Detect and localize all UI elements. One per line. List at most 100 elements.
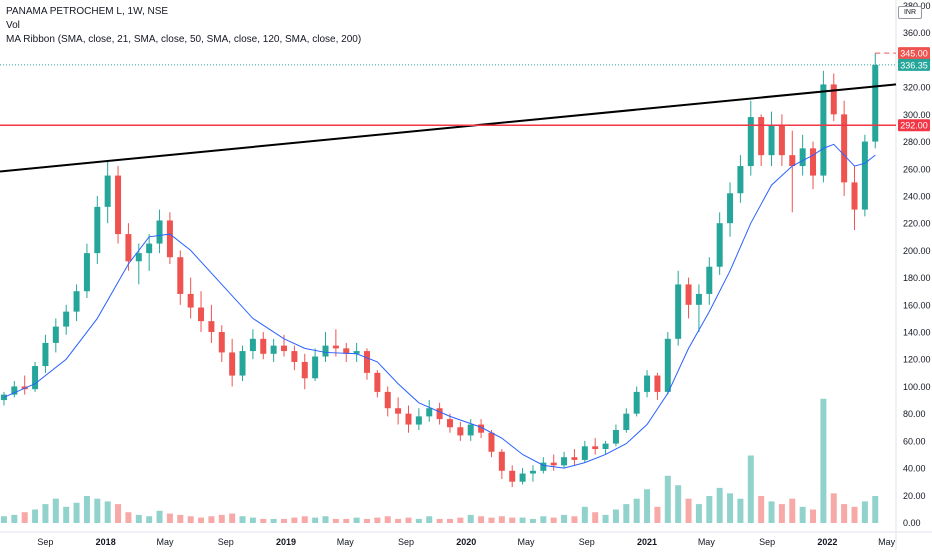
candle-body [758, 117, 765, 156]
volume-bar [602, 514, 609, 523]
candle-body [623, 413, 630, 430]
volume-bar [166, 513, 173, 523]
candle [11, 381, 18, 398]
candle-body [239, 351, 246, 376]
volume-bar [446, 518, 453, 523]
candle [115, 166, 122, 244]
volume-bar [415, 518, 422, 523]
candle [820, 70, 827, 183]
volume-bar [861, 501, 868, 523]
volume-bar [281, 518, 288, 523]
candle-body [446, 419, 453, 428]
volume-bar [146, 516, 153, 523]
volume-bar [789, 498, 796, 523]
candle [550, 454, 557, 471]
candle-body [42, 342, 49, 367]
candle [488, 429, 495, 458]
candle-body [405, 413, 412, 425]
volume-bar [301, 516, 308, 523]
candle [384, 386, 391, 417]
candle [841, 100, 848, 196]
candle-body [799, 148, 806, 167]
candle [509, 465, 516, 488]
y-tick-label: 260.00 [903, 164, 931, 174]
candle [239, 345, 246, 382]
x-tick-label: Sep [398, 537, 414, 547]
candle-body [540, 462, 547, 471]
y-tick-label: 320.00 [903, 83, 931, 93]
volume-bar [820, 398, 827, 523]
x-tick-label: May [518, 537, 536, 547]
candle [198, 291, 205, 333]
candle [810, 141, 817, 190]
volume-bar [727, 493, 734, 523]
volume-bar [810, 509, 817, 523]
candle-body [115, 175, 122, 235]
volume-bar [561, 514, 568, 523]
candle-body [644, 375, 651, 392]
candle [861, 134, 868, 217]
candle [768, 111, 775, 167]
price-label-box [898, 58, 930, 71]
candle-body [695, 293, 702, 305]
price-label: 345.00 [900, 49, 928, 59]
candle-body [353, 351, 360, 354]
chart-legend: PANAMA PETROCHEM L, 1W, NSE Vol MA Ribbo… [6, 5, 361, 47]
volume-bar [353, 517, 360, 523]
x-tick-label: May [156, 537, 174, 547]
candle [249, 329, 256, 360]
volume-bar [177, 514, 184, 523]
candle-body [529, 470, 536, 474]
volume-bar [218, 514, 225, 523]
volume-bar [198, 517, 205, 523]
candle [529, 465, 536, 482]
candle-body [63, 311, 70, 327]
y-tick-label: 0.00 [903, 518, 921, 528]
volume-bar [249, 517, 256, 523]
volume-bar [457, 517, 464, 523]
candle [395, 397, 402, 425]
candle-body [830, 84, 837, 115]
candle-body [675, 284, 682, 339]
candle [633, 386, 640, 417]
volume-bar [239, 516, 246, 523]
candle-body [488, 432, 495, 452]
price-label-box [898, 47, 930, 60]
x-tick-label: 2022 [817, 537, 837, 547]
candle-body [519, 473, 526, 482]
candle [654, 372, 661, 401]
y-tick-label: 160.00 [903, 300, 931, 310]
x-tick-label: May [698, 537, 716, 547]
candle [716, 212, 723, 275]
volume-bar [125, 512, 132, 523]
candle [63, 304, 70, 335]
candle [343, 342, 350, 362]
y-tick-label: 280.00 [903, 137, 931, 147]
candle [125, 223, 132, 271]
candle-body [592, 446, 599, 450]
volume-bar [851, 506, 858, 523]
volume-bar [768, 501, 775, 523]
currency-badge[interactable]: INR [898, 6, 922, 19]
legend-volume[interactable]: Vol [6, 20, 20, 31]
candle [426, 400, 433, 422]
candle [177, 250, 184, 305]
volume-bar [529, 518, 536, 523]
volume-bar [778, 504, 785, 523]
legend-ma-ribbon[interactable]: MA Ribbon (SMA, close, 21, SMA, close, 5… [6, 34, 362, 45]
volume-bar [592, 512, 599, 523]
price-label: 292.00 [900, 121, 928, 131]
candle-body [104, 175, 111, 207]
candle [146, 234, 153, 271]
volume-bar [633, 498, 640, 523]
volume-bar [540, 516, 547, 523]
candle [291, 345, 298, 371]
candle [94, 195, 101, 265]
volume-bar [374, 517, 381, 523]
volume-bar [695, 504, 702, 523]
legend-title[interactable]: PANAMA PETROCHEM L, 1W, NSE [6, 6, 169, 17]
candle-body [737, 166, 744, 194]
candle [42, 334, 49, 373]
